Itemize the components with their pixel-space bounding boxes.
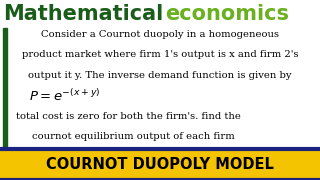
Text: Consider a Cournot duopoly in a homogeneous: Consider a Cournot duopoly in a homogene… — [41, 30, 279, 39]
Text: Mathematical: Mathematical — [3, 4, 164, 24]
Text: COURNOT DUOPOLY MODEL: COURNOT DUOPOLY MODEL — [46, 157, 274, 172]
Text: economics: economics — [165, 4, 289, 24]
Text: total cost is zero for both the firm's. find the: total cost is zero for both the firm's. … — [16, 112, 241, 121]
Text: output it y. The inverse demand function is given by: output it y. The inverse demand function… — [28, 71, 292, 80]
Bar — [0, 148, 320, 180]
Text: product market where firm 1's output is x and firm 2's: product market where firm 1's output is … — [22, 50, 298, 59]
Bar — [3, 28, 7, 148]
Text: $P = e^{-(x+y)}$: $P = e^{-(x+y)}$ — [29, 88, 100, 104]
Text: cournot equilibrium output of each firm: cournot equilibrium output of each firm — [32, 132, 235, 141]
